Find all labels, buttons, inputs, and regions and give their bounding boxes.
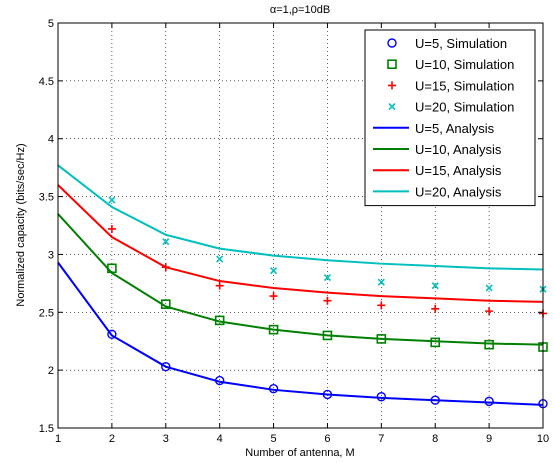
- simulation-point: [323, 274, 332, 282]
- simulation-point: [484, 396, 494, 407]
- simulation-point: [107, 329, 117, 339]
- simulation-point: [388, 81, 396, 90]
- simulation-point: [430, 337, 441, 348]
- legend: U=5, Simulation U=10, Simulation U=15, Sim…: [364, 29, 536, 207]
- simulation-point: [322, 330, 333, 341]
- simulation-point: [387, 38, 397, 48]
- simulation-point: [107, 224, 116, 233]
- simulation-point: [377, 278, 385, 286]
- analysis-series-line: [57, 261, 544, 406]
- axes-frame: [57, 22, 544, 429]
- legend-entry-label: U=10, Analysis: [415, 142, 502, 157]
- x-tick-label: 8: [432, 433, 438, 445]
- analysis-series-line: [57, 213, 544, 346]
- axis-ticks: 1 2 3 4 5 6 7 8 9 10 1.5 2 2.5 3 3.5 4 4.5 5: [39, 18, 549, 445]
- y-tick-label: 5: [48, 18, 54, 30]
- simulation-point: [214, 315, 225, 326]
- legend-entry-label: U=15, Analysis: [415, 163, 502, 178]
- simulation-point: [388, 103, 396, 111]
- x-tick-label: 10: [537, 433, 549, 445]
- x-axis-label: Number of antenna, M: [245, 447, 354, 459]
- analysis-lines: [57, 164, 544, 406]
- simulation-point: [160, 299, 171, 309]
- x-tick-label: 2: [109, 433, 115, 445]
- analysis-series-line: [57, 164, 544, 271]
- simulation-point: [216, 255, 224, 263]
- simulation-point: [108, 196, 116, 204]
- y-axis-label: Normalized capacity (bits/sec/Hz): [15, 143, 27, 306]
- x-tick-label: 3: [163, 433, 169, 445]
- legend-entry-label: U=20, Analysis: [415, 184, 502, 199]
- simulation-point: [107, 263, 117, 274]
- simulation-point: [431, 282, 439, 290]
- simulation-point: [377, 301, 386, 310]
- y-tick-label: 1.5: [39, 423, 54, 435]
- simulation-point: [268, 383, 279, 394]
- legend-entry-label: U=20, Simulation: [415, 100, 514, 115]
- legend-entry-label: U=10, Simulation: [415, 57, 514, 72]
- x-tick-label: 6: [324, 433, 330, 445]
- simulation-point: [484, 339, 494, 350]
- y-tick-label: 2: [48, 365, 54, 377]
- simulation-point: [485, 284, 493, 292]
- x-tick-label: 9: [486, 433, 492, 445]
- y-tick-label: 4.5: [39, 76, 54, 88]
- y-tick-label: 4: [48, 134, 54, 146]
- x-tick-label: 5: [270, 433, 276, 445]
- simulation-point: [215, 281, 224, 290]
- simulation-point: [376, 334, 387, 344]
- simulation-point: [161, 361, 171, 372]
- legend-entry-label: U=5, Analysis: [415, 121, 495, 136]
- y-tick-label: 3: [48, 249, 54, 261]
- simulation-point: [430, 395, 440, 405]
- analysis-series-line: [57, 184, 544, 303]
- simulation-point: [214, 375, 225, 386]
- simulation-point: [387, 59, 397, 70]
- simulation-point: [431, 304, 440, 313]
- simulation-point: [269, 292, 278, 301]
- x-tick-label: 4: [217, 433, 223, 445]
- simulation-point: [162, 238, 170, 246]
- simulation-point: [376, 392, 387, 402]
- simulation-point: [323, 296, 332, 305]
- x-tick-label: 7: [378, 433, 384, 445]
- y-tick-label: 3.5: [39, 192, 54, 204]
- y-tick-label: 2.5: [39, 307, 54, 319]
- simulation-point: [485, 307, 494, 316]
- simulation-point: [269, 267, 278, 275]
- simulation-point: [268, 324, 279, 335]
- simulation-point: [322, 389, 333, 400]
- legend-entry-label: U=15, Simulation: [415, 78, 514, 93]
- chart-title: α=1,ρ=10dB: [270, 4, 330, 16]
- x-tick-label: 1: [55, 433, 61, 445]
- simulation-point: [161, 263, 170, 272]
- legend-box: [364, 29, 536, 207]
- legend-entry-label: U=5, Simulation: [415, 36, 507, 51]
